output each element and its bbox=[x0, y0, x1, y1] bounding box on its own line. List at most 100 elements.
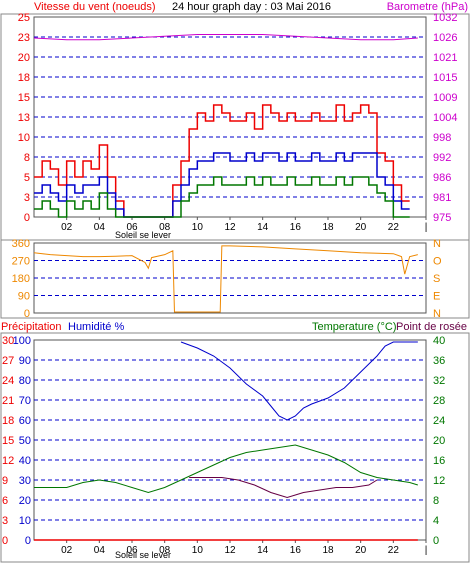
series-barometer bbox=[33, 34, 418, 41]
y-tick-label: 20 bbox=[19, 495, 31, 507]
y-tick-label: 8 bbox=[24, 152, 30, 164]
right-tick-label: 1021 bbox=[433, 52, 457, 64]
precip-tick-label: 27 bbox=[2, 355, 14, 367]
wind-title: Vitesse du vent (noeuds) bbox=[34, 1, 155, 13]
precip-tick-label: 12 bbox=[2, 455, 14, 467]
y-tick-label: 90 bbox=[18, 291, 30, 303]
x-tick-label: | bbox=[425, 222, 428, 233]
x-tick-label: 14 bbox=[257, 222, 269, 233]
x-tick-label: 02 bbox=[61, 545, 73, 556]
humidity-x-axis: 02 04 06 08 10 12 14 16 18 20 22 | bbox=[61, 540, 427, 556]
right-tick-label: 0 bbox=[433, 535, 439, 547]
right-tick-label: O bbox=[433, 256, 442, 268]
y-tick-label: 18 bbox=[18, 72, 30, 84]
y-tick-label: 3 bbox=[24, 192, 30, 204]
x-tick-label: 20 bbox=[355, 545, 367, 556]
right-tick-label: 4 bbox=[433, 515, 439, 527]
humidity-title: Humidité % bbox=[68, 321, 124, 333]
right-tick-label: 986 bbox=[433, 172, 451, 184]
x-tick-label: 06 bbox=[126, 222, 138, 233]
x-tick-label: 22 bbox=[388, 222, 400, 233]
precip-tick-label: 15 bbox=[2, 435, 14, 447]
panel2-outer-frame bbox=[0, 239, 470, 319]
right-tick-label: E bbox=[433, 291, 440, 303]
y-tick-label: 50 bbox=[19, 435, 31, 447]
graph-title: 24 hour graph day : 03 Mai 2016 bbox=[172, 1, 331, 13]
x-tick-label: 18 bbox=[322, 222, 334, 233]
precip-tick-label: 6 bbox=[2, 495, 8, 507]
precip-tick-label: 21 bbox=[2, 395, 14, 407]
right-tick-label: 1032 bbox=[433, 12, 457, 24]
y-tick-label: 40 bbox=[19, 455, 31, 467]
x-tick-label: 16 bbox=[290, 545, 302, 556]
series-direction bbox=[33, 245, 418, 313]
x-tick-label: 20 bbox=[355, 222, 367, 233]
right-tick-label: 36 bbox=[433, 355, 445, 367]
y-tick-label: 60 bbox=[19, 415, 31, 427]
x-tick-label: 02 bbox=[61, 222, 73, 233]
right-tick-label: N bbox=[433, 308, 441, 320]
y-tick-label: 13 bbox=[18, 112, 30, 124]
x-tick-label: 22 bbox=[388, 545, 400, 556]
right-tick-label: 8 bbox=[433, 495, 439, 507]
right-tick-label: 975 bbox=[433, 212, 451, 224]
series-temperature bbox=[34, 444, 418, 494]
temperature-right-axis: 0 4 8 12 16 20 24 28 32 36 40 bbox=[433, 335, 445, 547]
x-tick-label: 12 bbox=[224, 545, 236, 556]
y-tick-label: 0 bbox=[24, 308, 30, 320]
right-tick-label: 24 bbox=[433, 415, 445, 427]
right-tick-label: N bbox=[433, 238, 441, 250]
y-tick-label: 15 bbox=[18, 92, 30, 104]
wind-series bbox=[33, 34, 418, 218]
x-tick-label: 14 bbox=[257, 545, 269, 556]
right-tick-label: 1009 bbox=[433, 92, 457, 104]
right-tick-label: 20 bbox=[433, 435, 445, 447]
y-tick-label: 5 bbox=[24, 172, 30, 184]
right-tick-label: S bbox=[433, 273, 440, 285]
precip-tick-label: 18 bbox=[2, 415, 14, 427]
y-tick-label: 270 bbox=[12, 256, 30, 268]
y-tick-label: 30 bbox=[19, 475, 31, 487]
right-tick-label: 981 bbox=[433, 192, 451, 204]
series-average bbox=[34, 152, 410, 218]
x-tick-label: 18 bbox=[322, 545, 334, 556]
precip-tick-label: 9 bbox=[2, 475, 8, 487]
right-tick-label: 1015 bbox=[433, 72, 457, 84]
precip-title: Précipitation bbox=[1, 321, 62, 333]
baro-right-axis: 975 981 986 992 998 1004 1009 1015 1021 1026 1032 bbox=[433, 12, 457, 224]
y-tick-label: 80 bbox=[19, 375, 31, 387]
x-tick-label: 06 bbox=[126, 545, 138, 556]
x-tick-label: | bbox=[425, 545, 428, 556]
series-dewpoint bbox=[189, 477, 378, 499]
precip-tick-label: 30 bbox=[2, 335, 14, 347]
y-tick-label: 20 bbox=[18, 52, 30, 64]
series-humidity bbox=[180, 341, 418, 421]
precip-tick-label: 0 bbox=[2, 535, 8, 547]
y-tick-label: 90 bbox=[19, 355, 31, 367]
y-tick-label: 0 bbox=[25, 535, 31, 547]
right-tick-label: 1026 bbox=[433, 32, 457, 44]
right-tick-label: 40 bbox=[433, 335, 445, 347]
y-tick-label: 0 bbox=[24, 212, 30, 224]
x-tick-label: 12 bbox=[224, 222, 236, 233]
humidity-left-axis: 0 10 20 30 40 50 60 70 80 90 100 bbox=[13, 335, 31, 547]
y-tick-label: 180 bbox=[12, 273, 30, 285]
y-tick-label: 360 bbox=[12, 238, 30, 250]
sunrise-label-top: Soleil se lever bbox=[115, 230, 171, 240]
y-tick-label: 70 bbox=[19, 395, 31, 407]
right-tick-label: 32 bbox=[433, 375, 445, 387]
sunrise-label-bottom: Soleil se lever bbox=[115, 550, 171, 560]
y-tick-label: 10 bbox=[19, 515, 31, 527]
wind-x-axis: 02 04 06 08 10 12 14 16 18 20 22 | bbox=[61, 217, 427, 233]
series-minimum bbox=[34, 176, 410, 218]
x-tick-label: 04 bbox=[94, 222, 106, 233]
dew-title: Point de rosée bbox=[396, 321, 467, 333]
right-tick-label: 16 bbox=[433, 455, 445, 467]
wind-left-axis: 0 3 5 8 10 13 15 18 20 23 25 bbox=[18, 12, 30, 224]
baro-title: Barometre (hPa) bbox=[387, 1, 468, 13]
right-tick-label: 1004 bbox=[433, 112, 457, 124]
y-tick-label: 100 bbox=[13, 335, 31, 347]
y-tick-label: 23 bbox=[18, 32, 30, 44]
